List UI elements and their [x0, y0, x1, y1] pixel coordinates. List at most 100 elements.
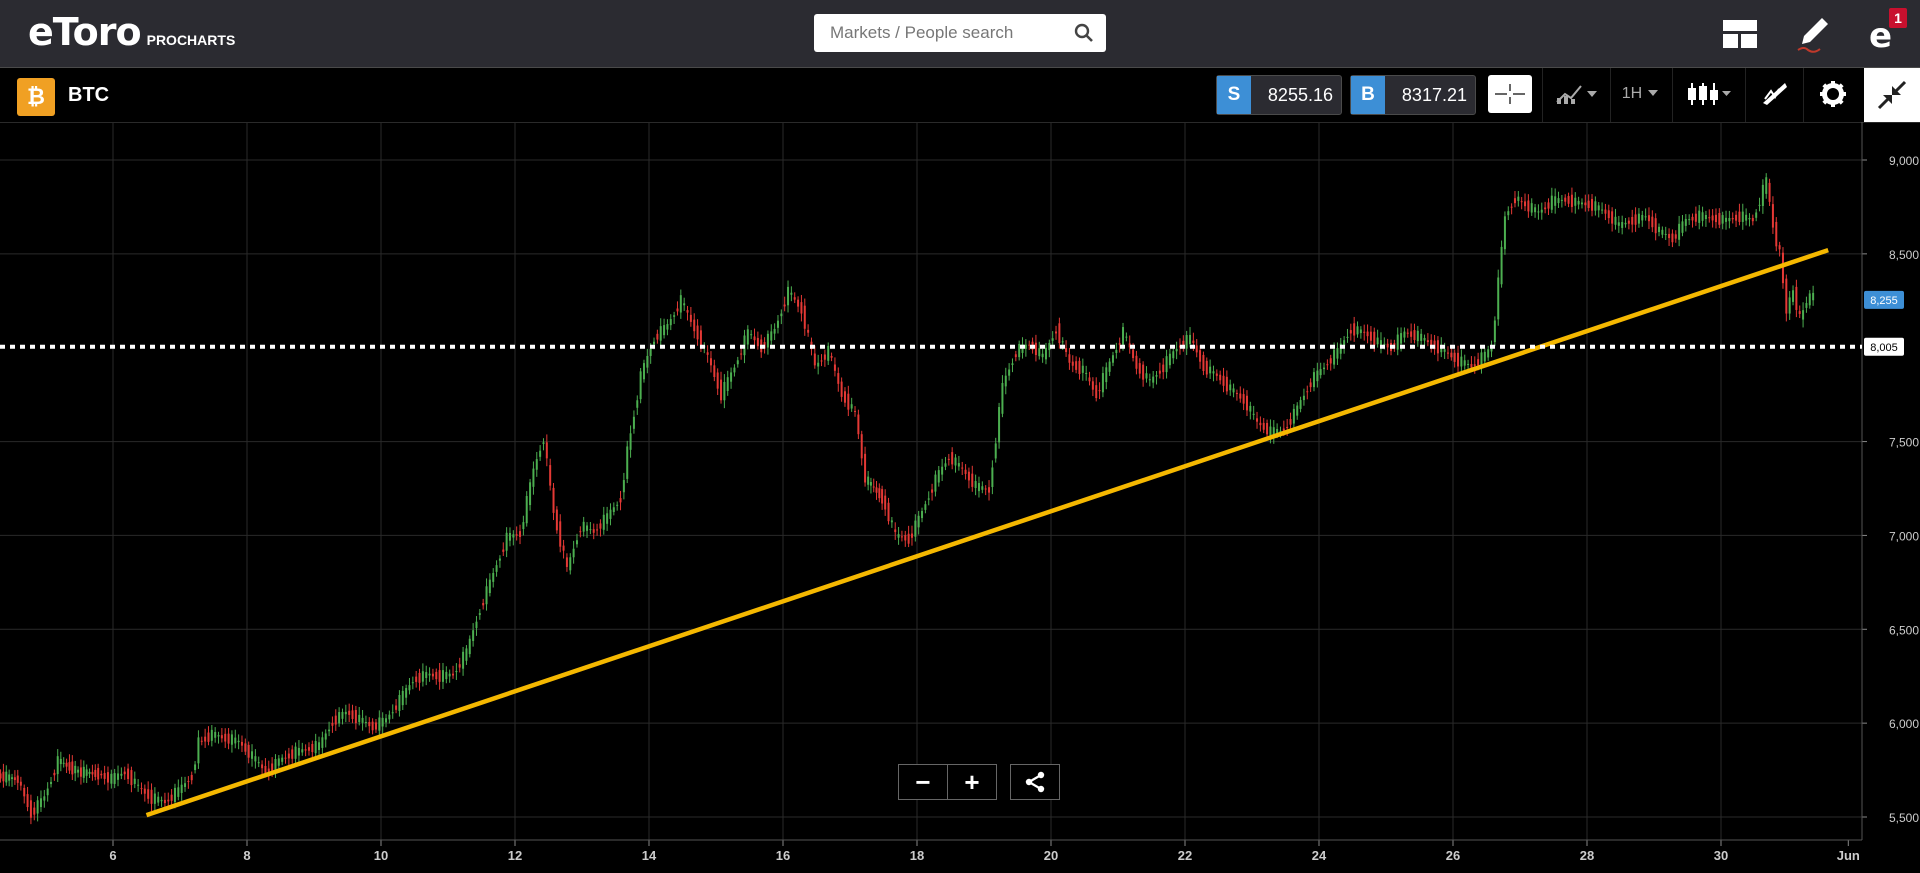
candle-body [666, 324, 669, 330]
candle-body [1034, 342, 1037, 356]
sell-button[interactable]: S 8255.16 [1216, 75, 1342, 115]
search-box[interactable] [814, 14, 1106, 52]
candle-body [475, 621, 478, 628]
candle-body [1222, 375, 1225, 386]
profile-icon[interactable]: e 1 [1864, 8, 1907, 54]
candle-body [1038, 348, 1041, 357]
candle-body [485, 586, 488, 605]
candle-body [1145, 373, 1148, 379]
gear-icon[interactable] [1811, 75, 1855, 113]
zoom-in-button[interactable]: + [948, 764, 997, 800]
candle-body [1108, 361, 1111, 372]
candle-body [177, 787, 180, 797]
candle-body [1487, 349, 1490, 358]
crosshair-icon[interactable] [1488, 75, 1532, 113]
candle-body [284, 757, 287, 759]
candle-body [565, 557, 568, 567]
candle-body [1359, 329, 1362, 334]
candle-body [773, 328, 776, 334]
share-button[interactable] [1010, 764, 1060, 800]
candle-body [418, 672, 421, 683]
candle-body [26, 794, 29, 808]
candle-body [1095, 385, 1098, 399]
candle-body [1771, 204, 1774, 228]
candle-body [85, 769, 88, 776]
candle-body [1611, 211, 1614, 224]
candle-body [1088, 377, 1091, 382]
draw-icon[interactable] [1753, 75, 1797, 113]
candle-body [197, 737, 200, 764]
candle-body [167, 799, 170, 802]
candle-body [1353, 323, 1356, 336]
search-icon[interactable] [1074, 23, 1094, 48]
candle-body [1617, 222, 1620, 226]
candle-body [619, 498, 622, 503]
candle-body [1627, 220, 1630, 224]
candle-body [529, 482, 532, 506]
candle-body [1168, 353, 1171, 366]
candle-body [91, 771, 94, 775]
candle-body [1075, 361, 1078, 370]
candle-body [1252, 413, 1255, 415]
candle-body [458, 664, 461, 668]
candle-body [271, 763, 274, 772]
candle-body [850, 404, 853, 409]
candle-body [1306, 391, 1309, 393]
candle-body [1386, 343, 1389, 348]
y-tick-label: 6,500 [1889, 623, 1919, 637]
timeframe-dropdown[interactable]: 1H [1616, 75, 1666, 113]
search-input[interactable] [828, 22, 1062, 44]
candle-body [1286, 426, 1289, 429]
candle-body [1480, 352, 1483, 367]
buy-button[interactable]: B 8317.21 [1350, 75, 1476, 115]
candle-body [709, 358, 712, 366]
candle-body [783, 304, 786, 307]
candle-body [1591, 198, 1594, 211]
candle-body [569, 557, 572, 571]
share-controls [1010, 764, 1060, 800]
candle-body [1071, 361, 1074, 366]
candle-body [117, 773, 120, 780]
candle-body [1068, 354, 1071, 363]
collapse-icon[interactable] [1864, 68, 1920, 122]
candle-body [881, 489, 884, 504]
candle-body [827, 345, 830, 361]
candle-body [1299, 400, 1302, 409]
candle-body [321, 737, 324, 748]
zoom-out-button[interactable]: − [898, 764, 948, 800]
candle-body [8, 774, 11, 781]
layout-icon[interactable] [1720, 14, 1760, 54]
candle-body [740, 353, 743, 355]
price-chart[interactable]: 6 8 10 12 14 16 18 20 22 24 26 28 30 Jun 9,000 8,500 7,5… [0, 122, 1920, 868]
edit-icon[interactable] [1794, 14, 1834, 54]
candle-body [1259, 422, 1262, 426]
candle-body [210, 729, 213, 741]
candle-body [455, 670, 458, 673]
candle-body [797, 299, 800, 307]
candle-body [311, 743, 314, 753]
candlestick-icon[interactable] [1680, 75, 1738, 113]
candle-body [1436, 340, 1439, 354]
candle-body [1366, 331, 1369, 337]
candle-body [1426, 340, 1429, 343]
candle-body [669, 319, 672, 326]
candle-body [1199, 350, 1202, 362]
logo-subtitle: PROCHARTS [146, 32, 236, 48]
candle-body [1343, 340, 1346, 346]
etoro-logo[interactable]: eToro PROCHARTS [28, 10, 235, 54]
candle-body [405, 688, 408, 698]
candle-body [1118, 343, 1121, 345]
indicators-icon[interactable] [1550, 75, 1604, 113]
candle-body [314, 740, 317, 754]
candle-body [746, 329, 749, 345]
chart-canvas[interactable]: 6 8 10 12 14 16 18 20 22 24 26 28 30 Jun 9,000 8,500 7,5… [0, 122, 1920, 868]
candle-body [431, 673, 434, 677]
candle-body [341, 711, 344, 719]
candle-body [1138, 363, 1141, 374]
x-tick-label: 28 [1580, 848, 1594, 863]
candle-body [1711, 215, 1714, 221]
x-tick-label: 18 [910, 848, 924, 863]
candle-body [696, 325, 699, 340]
candle-body [261, 764, 264, 769]
candle-body [609, 509, 612, 519]
